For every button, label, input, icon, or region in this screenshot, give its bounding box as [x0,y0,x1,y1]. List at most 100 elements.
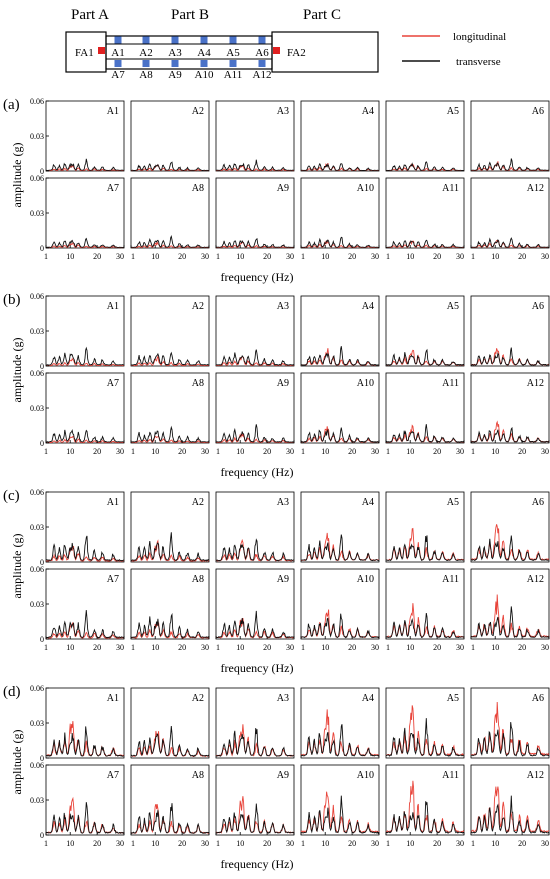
y-tick-label: 0.06 [30,488,44,497]
plot-frame [130,687,210,759]
x-tick-label: 30 [116,839,124,848]
transverse-series [470,347,550,366]
x-tick-label: 30 [201,447,209,456]
transverse-series [470,606,550,639]
y-tick-label: 0.03 [30,404,44,413]
x-tick-label: 1 [386,839,390,848]
longitudinal-series [131,163,209,172]
transverse-series [130,725,210,757]
x-tick-label: 30 [371,643,379,652]
x-axis-label: frequency (Hz) [221,857,294,871]
sensor-label-a10: A10 [195,69,214,81]
y-tick-label: 0 [40,754,44,763]
subplot-a3: A3 [215,491,295,563]
x-tick-label: 30 [541,252,549,261]
longitudinal-series [131,240,210,249]
subplot-a6: A6 [470,100,550,172]
longitudinal-series [45,357,125,367]
y-tick-label: 0.03 [30,209,44,218]
sensor-marker-a11 [229,60,237,67]
x-tick-label: 1 [301,643,305,652]
longitudinal-series [45,545,125,562]
x-tick-label: 10 [151,643,159,652]
panel-label-c: (c) [3,488,20,504]
x-tick-label: 20 [518,447,526,456]
subplot-a2: A2 [130,687,210,759]
fixed-sensor-fa1 [98,47,105,54]
transverse-series [470,426,550,443]
subplot-title: A10 [357,574,374,585]
x-tick-label: 10 [236,643,244,652]
transverse-series [45,802,125,835]
subplot-a10: A10 1 10 20 30 [300,177,380,261]
x-tick-label: 30 [201,839,209,848]
sensor-label-a7: A7 [111,69,125,81]
x-tick-label: 20 [178,252,186,261]
subplot-title: A1 [107,497,119,508]
transverse-series [385,613,465,639]
subplot-title: A10 [357,378,374,389]
x-tick-label: 30 [371,252,379,261]
transverse-series [300,236,380,248]
y-tick-label: 0 [40,362,44,371]
plot-frame [300,100,380,172]
transverse-series [45,610,125,639]
subplot-title: A3 [277,497,289,508]
subplot-title: A5 [447,106,459,117]
y-tick-label: 0.06 [30,97,44,106]
subplot-a7: A7 0 0.03 0.06 1 10 20 30 [30,761,125,848]
x-tick-label: 20 [433,252,441,261]
subplot-title: A1 [107,301,119,312]
transverse-series [385,424,464,443]
subplot-a9: A9 1 10 20 30 [215,568,295,652]
x-tick-label: 1 [301,839,305,848]
subplot-title: A11 [442,574,459,585]
sensor-marker-a7 [114,60,122,67]
subplot-a6: A6 [470,295,550,367]
sensor-label-a8: A8 [139,69,153,81]
subplot-title: A2 [192,301,204,312]
subplot-a7: A7 0 0.03 0.06 1 10 20 30 [30,565,125,652]
subplot-a12: A12 1 10 20 30 [470,764,550,848]
subplot-title: A5 [447,497,459,508]
plot-frame [45,100,125,172]
subplot-title: A4 [362,106,374,117]
longitudinal-series [130,539,210,562]
plot-frame [300,177,380,249]
x-tick-label: 1 [44,447,48,456]
x-tick-label: 1 [44,643,48,652]
subplot-title: A9 [277,378,289,389]
transverse-series [385,161,465,171]
x-tick-label: 20 [263,447,271,456]
x-tick-label: 30 [371,447,379,456]
x-tick-label: 10 [321,643,329,652]
panel-c: (c)amplitude (g)frequency (Hz)A100.030.0… [3,488,550,675]
y-tick-label: 0 [40,558,44,567]
transverse-series [470,722,550,757]
subplot-a10: A10 1 10 20 30 [300,568,380,652]
subplot-a4: A4 [300,100,380,172]
y-tick-label: 0 [40,439,44,448]
longitudinal-series [301,348,379,366]
subplot-a2: A2 [130,295,210,367]
subplot-a5: A5 [385,491,465,563]
subplot-a1: A1 0 0.03 0.06 [30,292,125,371]
panel-b: (b)amplitude (g)frequency (Hz)A100.030.0… [3,292,550,479]
transverse-series [215,159,295,171]
subplot-a12: A12 1 10 20 30 [470,372,550,456]
x-tick-label: 10 [491,643,499,652]
subplot-title: A6 [532,301,544,312]
x-tick-label: 1 [386,447,390,456]
subplot-title: A10 [357,770,374,781]
transverse-series [130,161,210,171]
y-tick-label: 0.06 [30,565,44,574]
transverse-series [215,803,294,834]
subplot-title: A8 [192,574,204,585]
x-tick-label: 20 [263,643,271,652]
subplot-a12: A12 1 10 20 30 [470,177,550,261]
x-tick-label: 1 [131,643,135,652]
x-tick-label: 20 [93,447,101,456]
x-tick-label: 20 [518,643,526,652]
x-tick-label: 1 [44,252,48,261]
longitudinal-series [130,355,210,367]
